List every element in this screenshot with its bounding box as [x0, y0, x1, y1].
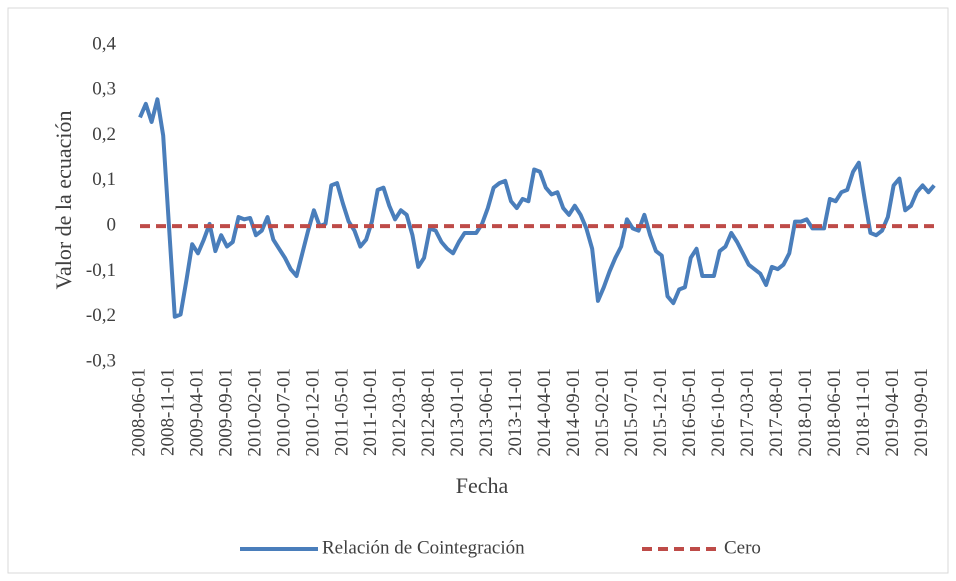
x-tick-label: 2011-10-01 — [360, 368, 381, 456]
y-tick-label: 0 — [107, 215, 117, 236]
y-tick-label: -0,2 — [86, 305, 116, 326]
x-tick-label: 2011-05-01 — [331, 368, 352, 456]
x-tick-label: 2010-02-01 — [244, 368, 265, 457]
y-tick-label: 0,2 — [92, 124, 116, 145]
x-tick-label: 2010-12-01 — [302, 368, 323, 457]
x-tick-label: 2015-12-01 — [650, 368, 671, 457]
x-tick-label: 2015-07-01 — [621, 368, 642, 457]
y-tick-label: 0,3 — [92, 79, 116, 100]
y-tick-label: 0,1 — [92, 169, 116, 190]
x-tick-label: 2009-09-01 — [215, 368, 236, 457]
x-tick-label: 2008-06-01 — [128, 368, 149, 457]
x-tick-label: 2019-04-01 — [882, 368, 903, 457]
series-line — [138, 97, 936, 319]
x-tick-label: 2018-06-01 — [824, 368, 845, 457]
x-tick-label: 2008-11-01 — [157, 368, 178, 456]
x-tick-label: 2013-01-01 — [447, 368, 468, 457]
x-tick-label: 2015-02-01 — [592, 368, 613, 457]
x-tick-label: 2012-08-01 — [418, 368, 439, 457]
x-tick-label: 2014-04-01 — [534, 368, 555, 457]
x-tick-label: 2017-08-01 — [766, 368, 787, 457]
y-tick-label: 0,4 — [92, 33, 116, 54]
legend-label: Relación de Cointegración — [322, 537, 525, 558]
x-axis-title: Fecha — [456, 473, 509, 498]
x-tick-label: 2012-03-01 — [389, 368, 410, 457]
x-tick-label: 2019-09-01 — [911, 368, 932, 457]
y-axis-title: Valor de la ecuación — [51, 111, 76, 290]
y-tick-label: -0,1 — [86, 260, 116, 281]
legend-label: Cero — [724, 537, 761, 558]
y-tick-label: -0,3 — [86, 350, 116, 371]
x-tick-label: 2013-11-01 — [505, 368, 526, 456]
x-tick-label: 2009-04-01 — [186, 368, 207, 457]
x-tick-label: 2014-09-01 — [563, 368, 584, 457]
x-tick-label: 2018-11-01 — [853, 368, 874, 456]
x-tick-label: 2013-06-01 — [476, 368, 497, 457]
x-tick-label: 2018-01-01 — [795, 368, 816, 457]
x-tick-label: 2010-07-01 — [273, 368, 294, 457]
x-tick-label: 2016-10-01 — [708, 368, 729, 457]
chart-border — [7, 7, 949, 574]
x-tick-label: 2016-05-01 — [679, 368, 700, 457]
x-tick-label: 2017-03-01 — [737, 368, 758, 457]
